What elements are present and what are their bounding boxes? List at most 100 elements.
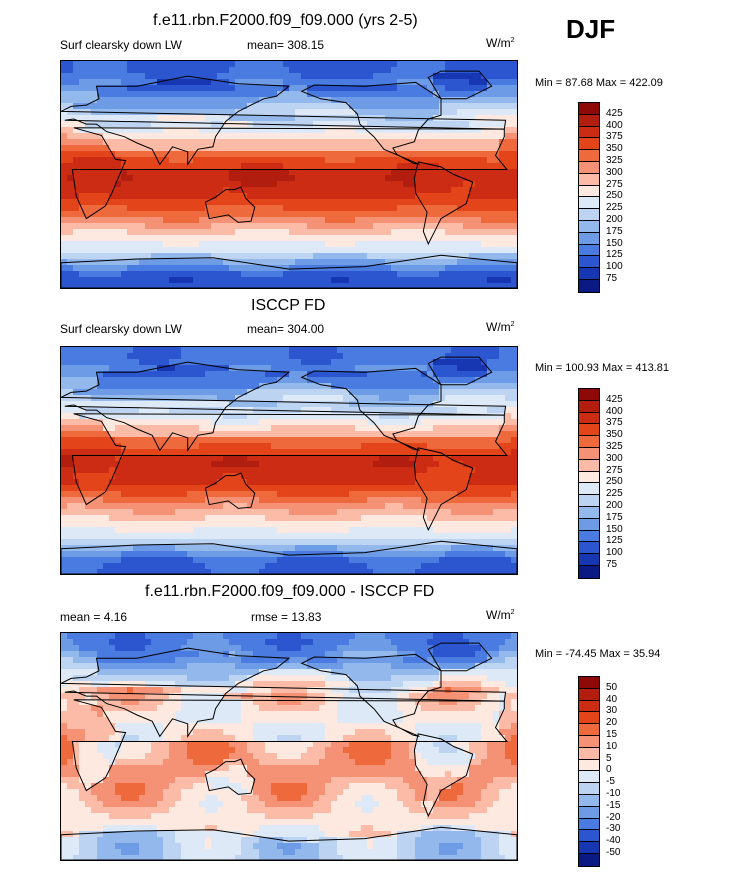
colorbar-tick-label: 400 <box>606 119 623 131</box>
field-cell <box>415 491 422 498</box>
field-cell <box>427 175 434 182</box>
field-cell <box>331 211 338 218</box>
field-cell <box>415 253 422 260</box>
field-cell <box>349 91 356 98</box>
field-cell <box>115 371 122 378</box>
field-cell <box>451 383 458 390</box>
field-cell <box>505 377 512 384</box>
field-cell <box>421 109 428 116</box>
field-cell <box>85 199 92 206</box>
field-cell <box>379 121 386 128</box>
field-cell <box>511 145 517 152</box>
field-cell <box>409 473 416 480</box>
field-cell <box>439 419 446 426</box>
field-cell <box>355 389 362 396</box>
field-cell <box>349 353 356 360</box>
field-cell <box>253 175 260 182</box>
field-cell <box>103 199 110 206</box>
field-cell <box>421 389 428 396</box>
field-cell <box>139 455 146 462</box>
field-cell <box>361 377 368 384</box>
field-cell <box>121 229 128 236</box>
panel-left-label: Surf clearsky down LW <box>60 322 182 336</box>
field-cell <box>91 61 98 68</box>
field-cell <box>223 271 230 278</box>
field-cell <box>361 401 368 408</box>
field-cell <box>457 109 464 116</box>
field-cell <box>145 109 152 116</box>
field-cell <box>187 479 194 486</box>
field-cell <box>271 151 278 158</box>
field-cell <box>439 479 446 486</box>
field-cell <box>163 217 170 224</box>
field-cell <box>199 151 206 158</box>
field-cell <box>331 145 338 152</box>
field-cell <box>151 347 158 354</box>
field-cell <box>499 419 506 426</box>
field-cell <box>451 395 458 402</box>
field-cell <box>151 187 158 194</box>
field-cell <box>163 271 170 278</box>
field-cell <box>475 347 482 354</box>
field-cell <box>151 223 158 230</box>
field-cell <box>385 389 392 396</box>
field-cell <box>61 479 68 486</box>
field-cell <box>229 175 236 182</box>
field-cell <box>163 259 170 266</box>
field-cell <box>139 347 146 354</box>
field-cell <box>97 437 104 444</box>
field-cell <box>349 473 356 480</box>
field-cell <box>295 175 302 182</box>
field-cell <box>493 347 500 354</box>
field-cell <box>169 157 176 164</box>
field-cell <box>325 461 332 468</box>
field-cell <box>253 253 260 260</box>
field-cell <box>229 79 236 86</box>
field-cell <box>289 109 296 116</box>
field-cell <box>355 383 362 390</box>
field-cell <box>61 401 68 408</box>
field-cell <box>247 61 254 68</box>
field-cell <box>67 467 74 474</box>
field-cell <box>451 377 458 384</box>
field-cell <box>133 491 140 498</box>
field-cell <box>97 121 104 128</box>
field-cell <box>205 503 212 510</box>
field-cell <box>157 187 164 194</box>
field-cell <box>379 283 386 288</box>
field-cell <box>289 365 296 372</box>
field-cell <box>61 247 68 254</box>
field-cell <box>475 235 482 242</box>
field-cell <box>85 73 92 80</box>
field-cell <box>475 271 482 278</box>
field-cell <box>427 151 434 158</box>
field-cell <box>319 103 326 110</box>
field-cell <box>415 223 422 230</box>
field-cell <box>115 413 122 420</box>
field-cell <box>217 217 224 224</box>
field-cell <box>343 443 350 450</box>
field-cell <box>199 169 206 176</box>
field-cell <box>253 157 260 164</box>
field-cell <box>247 241 254 248</box>
field-cell <box>295 85 302 92</box>
field-cell <box>331 431 338 438</box>
field-cell <box>493 157 500 164</box>
field-cell <box>415 133 422 140</box>
field-cell <box>259 383 266 390</box>
field-cell <box>193 383 200 390</box>
field-cell <box>301 401 308 408</box>
field-cell <box>139 485 146 492</box>
field-cell <box>253 229 260 236</box>
field-cell <box>391 449 398 456</box>
field-cell <box>379 503 386 510</box>
field-cell <box>337 283 344 288</box>
field-cell <box>247 85 254 92</box>
field-cell <box>445 413 452 420</box>
field-cell <box>331 389 338 396</box>
field-cell <box>427 431 434 438</box>
field-cell <box>511 67 517 74</box>
field-cell <box>499 467 506 474</box>
field-cell <box>85 479 92 486</box>
field-cell <box>481 449 488 456</box>
